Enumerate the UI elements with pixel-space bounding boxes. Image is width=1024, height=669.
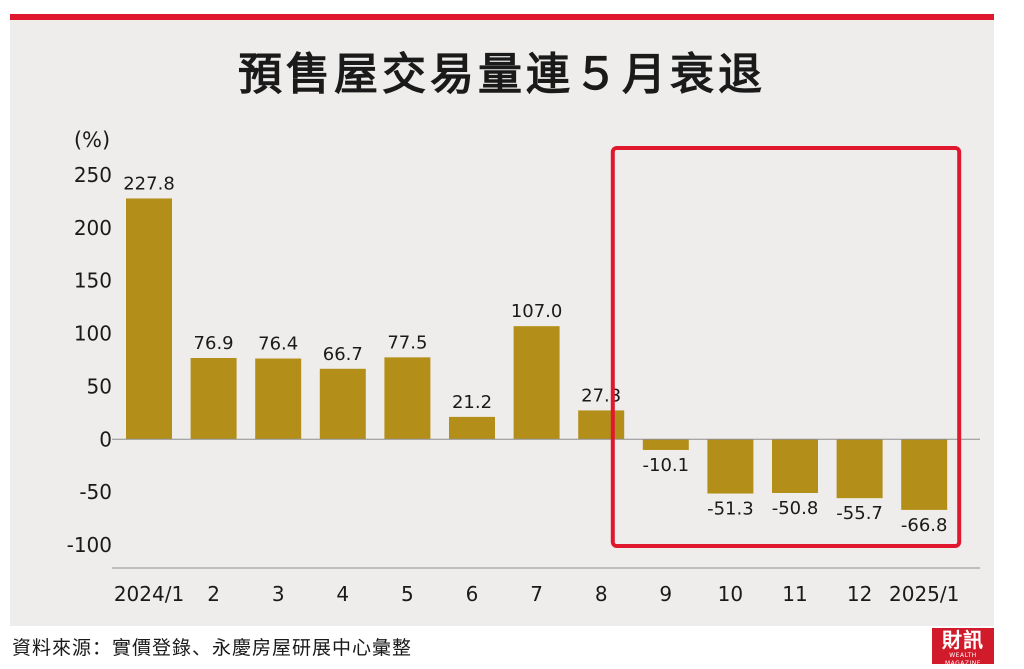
bar (513, 326, 560, 440)
bar-value-label: 27.3 (581, 385, 621, 406)
bar-value-label: 21.2 (452, 392, 492, 413)
y-axis-unit-label: (%) (74, 128, 110, 152)
bar (319, 368, 366, 440)
bar (707, 439, 754, 494)
y-axis-ticks: 250 200 150 100 50 0 -50 -100 (67, 163, 112, 557)
bar-series (126, 198, 948, 510)
y-tick-label: -100 (67, 533, 112, 557)
bar (836, 439, 883, 499)
bar-value-label: 107.0 (511, 301, 563, 322)
y-tick-label: 100 (74, 322, 112, 346)
bar-value-label: 77.5 (387, 332, 427, 353)
x-tick-label: 5 (401, 582, 414, 606)
y-tick-label: 250 (74, 163, 112, 187)
x-tick-label: 4 (336, 582, 349, 606)
publisher-logo: 財訊 WEALTH MAGAZINE (932, 628, 994, 667)
bar-value-label: -51.3 (707, 499, 754, 520)
bar (901, 439, 948, 510)
bar (255, 358, 302, 440)
x-tick-label: 8 (595, 582, 608, 606)
bar-value-label: 227.8 (123, 173, 175, 194)
bar-value-label: -66.8 (901, 515, 948, 536)
bar-value-label: -50.8 (772, 498, 819, 519)
bar (578, 410, 625, 440)
bar-value-label: 66.7 (323, 344, 363, 365)
bar (772, 439, 818, 493)
x-tick-label: 2025/1 (889, 582, 959, 606)
bar-value-labels: 227.8 76.9 76.4 66.7 77.5 21.2 107.0 27.3 -10.1 -… (123, 173, 947, 535)
bar (190, 357, 237, 440)
y-tick-label: 50 (87, 374, 112, 398)
y-tick-label: 0 (99, 427, 112, 451)
x-tick-label: 6 (466, 582, 479, 606)
y-tick-label: -50 (79, 480, 112, 504)
bar-value-label: -55.7 (836, 503, 883, 524)
x-tick-label: 7 (530, 582, 543, 606)
y-tick-label: 150 (74, 269, 112, 293)
chart-title: 預售屋交易量連５月衰退 (238, 49, 766, 100)
bar (449, 416, 495, 440)
bar-value-label: 76.9 (194, 333, 234, 354)
top-accent-rule (10, 14, 994, 20)
logo-wordmark: 財訊 (942, 628, 984, 652)
bar (126, 198, 172, 440)
x-tick-label: 10 (718, 582, 743, 606)
y-tick-label: 200 (74, 216, 112, 240)
bar-value-label: -10.1 (643, 455, 690, 476)
chart-panel (10, 14, 994, 626)
bar (384, 357, 431, 440)
x-tick-label: 9 (659, 582, 672, 606)
highlight-box (610, 146, 962, 548)
x-tick-label: 2024/1 (114, 582, 184, 606)
bar-value-label: 76.4 (258, 334, 298, 355)
x-tick-label: 12 (847, 582, 872, 606)
x-tick-label: 11 (782, 582, 807, 606)
x-tick-label: 2 (207, 582, 220, 606)
x-axis-ticks: 2024/1 2 3 4 5 6 7 8 9 10 11 12 2025/1 (114, 582, 960, 606)
logo-subtitle: WEALTH MAGAZINE (944, 652, 982, 667)
x-tick-label: 3 (272, 582, 285, 606)
data-source-note: 資料來源：實價登錄、永慶房屋研展中心彙整 (12, 637, 413, 659)
bar (642, 439, 689, 450)
